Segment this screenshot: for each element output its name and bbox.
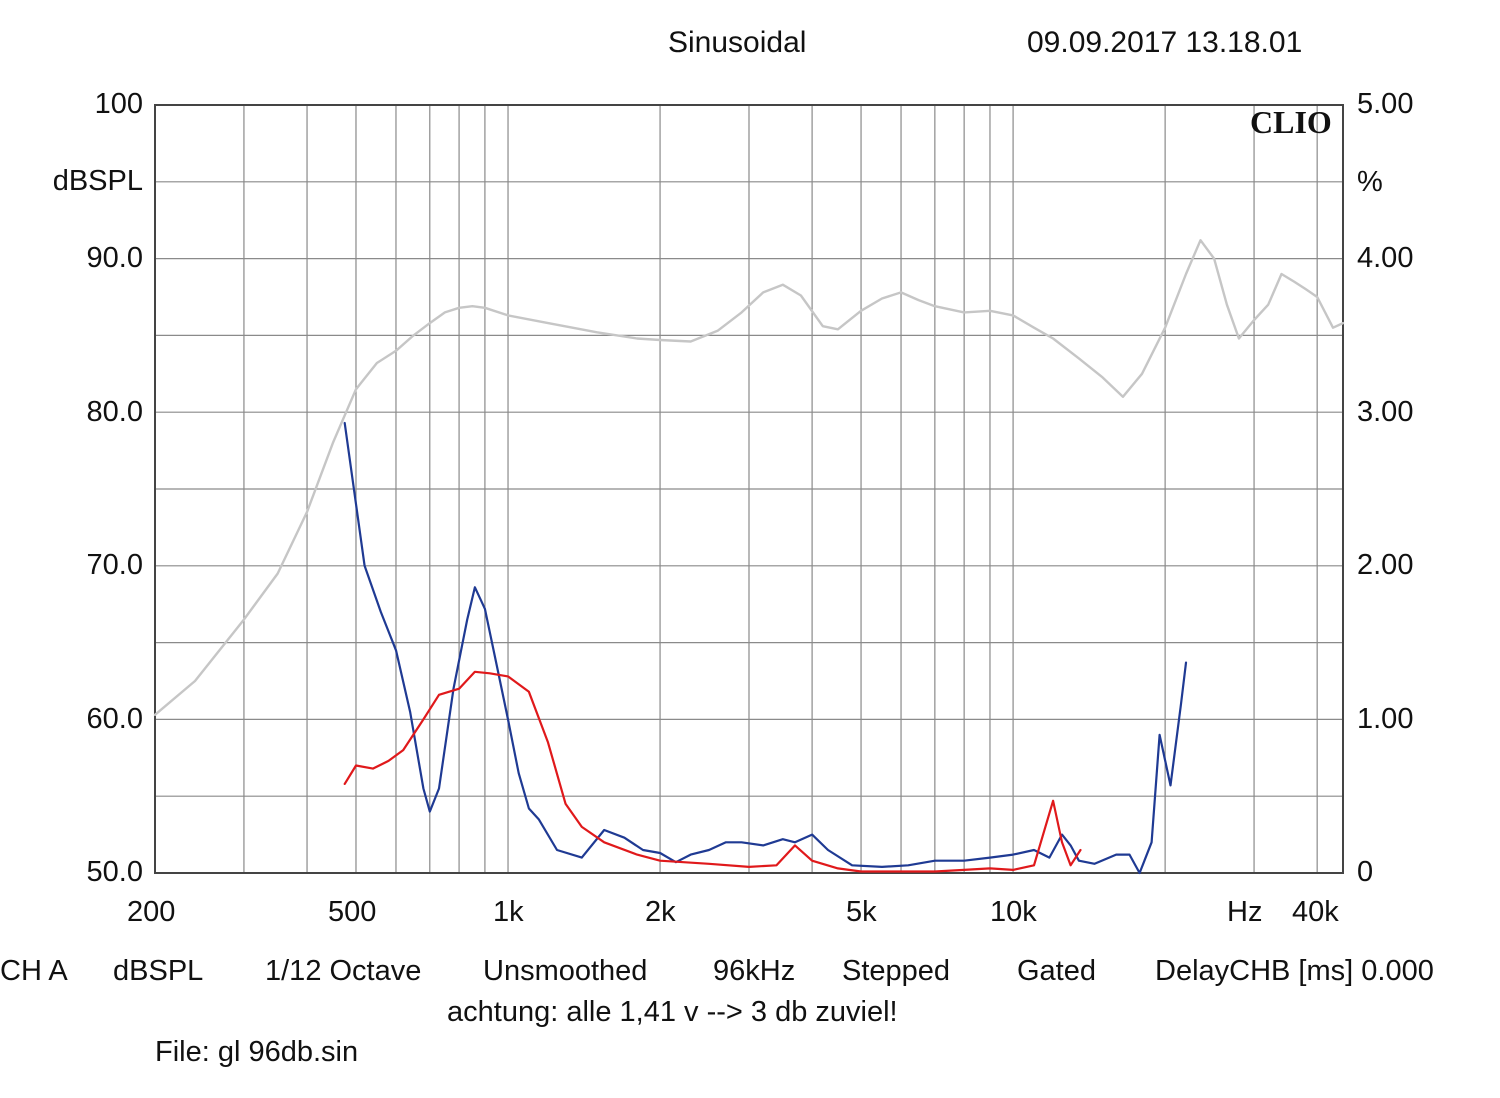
setting-channel: CH A: [0, 955, 68, 987]
x-tick-label: 5k: [846, 896, 877, 928]
y-tick-label: 50.0: [86, 856, 143, 888]
setting-sweep: Stepped: [842, 955, 951, 987]
x-tick-label: 200: [127, 896, 176, 928]
timestamp: 09.09.2017 13.18.01: [1027, 26, 1303, 59]
setting-unit: dBSPL: [113, 955, 204, 987]
setting-gating: Gated: [1017, 955, 1096, 987]
x-tick-label: 2k: [645, 896, 676, 928]
x-tick-label: 1k: [493, 896, 524, 928]
curves: [153, 239, 1345, 875]
frequency-response-curve: [153, 239, 1345, 716]
y2-tick-label: 1.00: [1357, 703, 1414, 735]
y2-axis-label: %: [1357, 166, 1383, 198]
distortion-curve-red: [343, 670, 1082, 873]
y2-tick-label: 5.00: [1357, 88, 1414, 120]
setting-delay: DelayCHB [ms] 0.000: [1155, 955, 1434, 987]
setting-resolution: 1/12 Octave: [265, 955, 422, 987]
x-tick-label: 10k: [990, 896, 1037, 928]
measurement-note: achtung: alle 1,41 v --> 3 db zuviel!: [447, 996, 898, 1028]
y-tick-label: 60.0: [86, 703, 143, 735]
x-tick-label: 40k: [1292, 896, 1339, 928]
x-tick-label: 500: [328, 896, 377, 928]
y-tick-label: 80.0: [86, 396, 143, 428]
file-name: File: gl 96db.sin: [155, 1036, 359, 1068]
distortion-curve-blue: [343, 421, 1188, 875]
measurement-mode: Sinusoidal: [668, 26, 807, 59]
y2-tick-label: 2.00: [1357, 549, 1414, 581]
y2-tick-label: 4.00: [1357, 242, 1414, 274]
y2-tick-label: 0: [1357, 856, 1374, 888]
plot-frame: [154, 104, 1344, 874]
y2-tick-label: 3.00: [1357, 396, 1414, 428]
y-tick-label: 70.0: [86, 549, 143, 581]
setting-samplerate: 96kHz: [713, 955, 796, 987]
y-tick-label: 90.0: [86, 242, 143, 274]
setting-smoothing: Unsmoothed: [483, 955, 648, 987]
x-unit-label: Hz: [1227, 896, 1263, 928]
y-axis-label: dBSPL: [52, 165, 143, 197]
brand-logo: CLIO: [1250, 104, 1332, 140]
y-tick-label: 100: [94, 88, 143, 120]
